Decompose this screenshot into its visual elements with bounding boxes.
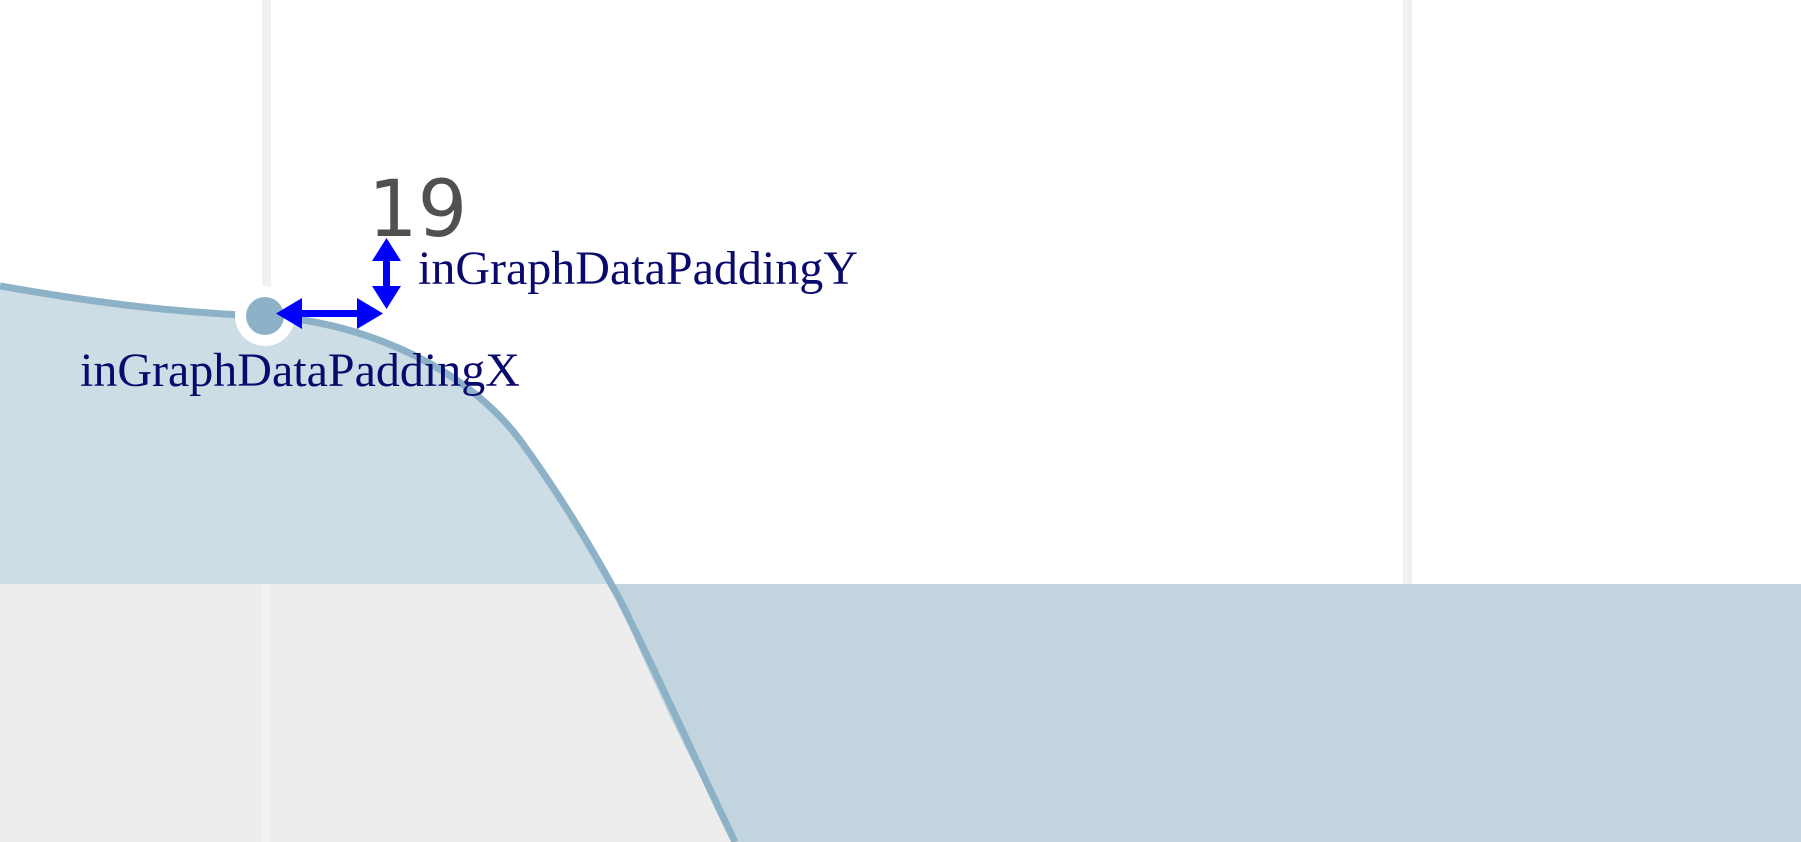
gridline-vertical-2 — [1403, 0, 1412, 842]
series-line — [0, 282, 739, 842]
double-headed-horizontal-arrow-icon — [276, 298, 383, 329]
data-point — [246, 297, 284, 335]
double-headed-vertical-arrow-icon — [372, 238, 401, 309]
in-graph-data-label: 19 — [368, 165, 467, 255]
padding-x-label: inGraphDataPaddingX — [80, 344, 520, 397]
area-fill-upper — [0, 286, 612, 584]
area-fill-lower — [612, 584, 1801, 842]
padding-y-label: inGraphDataPaddingY — [418, 242, 858, 295]
